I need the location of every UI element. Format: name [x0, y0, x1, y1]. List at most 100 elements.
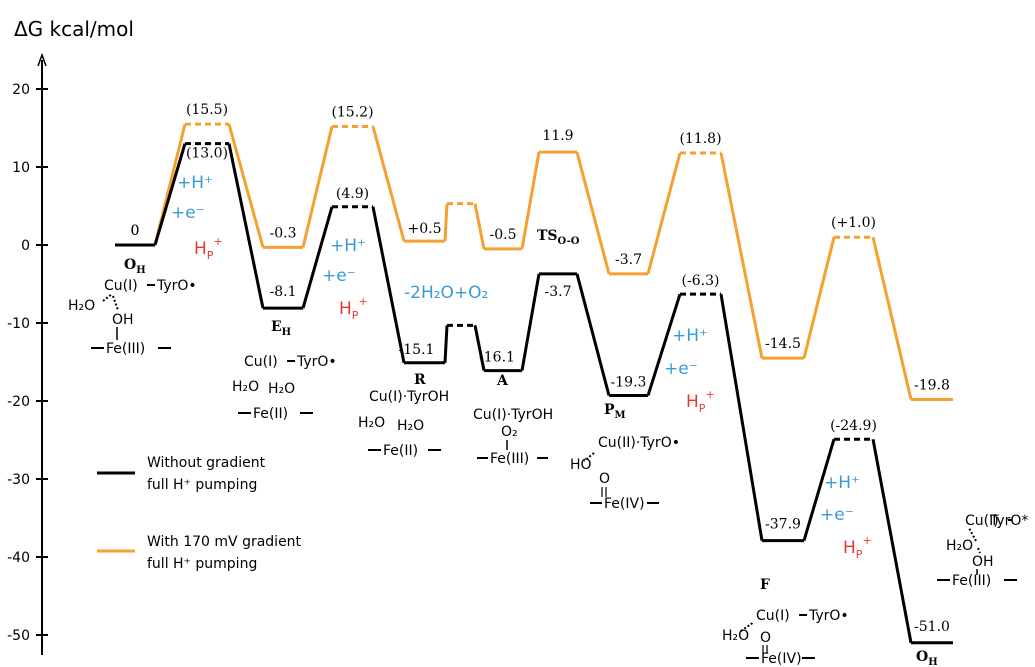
connector-line	[719, 293, 764, 541]
cu-tyr-label: Cu(II)·TyrO•	[598, 435, 680, 451]
water-label: H₂O	[232, 379, 259, 395]
legend-label-gradient: With 170 mV gradient	[147, 534, 302, 550]
proton-electron-step-2: +H⁺ +e⁻ HP+	[322, 236, 368, 322]
hydroxide-label: OH	[972, 554, 994, 570]
cu-label: Cu(I)	[104, 278, 138, 294]
electron-label: +e⁻	[322, 266, 356, 286]
electron-label: +e⁻	[664, 359, 698, 379]
connector-line	[802, 438, 836, 542]
pumped-proton-label: HP+	[194, 235, 223, 262]
connector-line	[371, 206, 406, 364]
connector-line	[719, 152, 764, 359]
legend-label-no-gradient: Without gradient	[147, 455, 266, 471]
value-label: -0.3	[270, 225, 297, 241]
connector-line	[153, 143, 187, 246]
legend-sublabel-no-gradient: full H⁺ pumping	[147, 477, 257, 493]
connector-line	[301, 126, 334, 248]
oxo-label: O	[760, 630, 771, 646]
state-label-a: A	[496, 373, 509, 389]
value-label: -37.9	[765, 517, 801, 533]
value-label: 11.9	[542, 128, 573, 144]
iron-label: Fe(III)	[106, 341, 145, 357]
y-tick-label: -30	[7, 472, 30, 488]
y-axis-title: ΔG kcal/mol	[14, 17, 134, 41]
state-label-oh-start: OH	[124, 257, 146, 276]
connector-line	[443, 203, 449, 242]
value-label: (4.9)	[336, 186, 369, 202]
value-label: -3.7	[615, 252, 642, 268]
state-label-eh: EH	[271, 319, 291, 338]
y-tick-label: 10	[12, 160, 30, 176]
value-label: -8.1	[270, 284, 297, 300]
legend: Without gradient full H⁺ pumping With 17…	[97, 455, 302, 572]
state-label-pm: PM	[604, 402, 626, 421]
structure-f: Cu(I) TyrO• H₂O O Fe(IV)	[722, 608, 849, 667]
hydroxide-label: HO	[570, 457, 592, 473]
electron-label: +e⁻	[820, 505, 854, 525]
hydroxide-label: OH	[112, 312, 134, 328]
iron-label: Fe(III)	[490, 451, 529, 467]
pumped-proton-label: HP+	[843, 534, 872, 561]
y-tick-label: -20	[7, 394, 30, 410]
pumped-proton-label: HP+	[686, 388, 715, 415]
value-label: (15.2)	[331, 104, 373, 120]
proton-electron-step-1: +H⁺ +e⁻ HP+	[171, 173, 223, 262]
electron-label: +e⁻	[171, 203, 205, 223]
value-label: 0	[131, 223, 140, 239]
state-label-ts: TSO-O	[537, 228, 580, 247]
value-label: -15.1	[399, 342, 435, 358]
connector-line	[473, 203, 486, 250]
connector-line	[646, 152, 682, 275]
series-gradient	[115, 122, 953, 401]
water-label: H₂O	[397, 418, 424, 434]
tyr-label: TyrO•	[808, 608, 849, 624]
structure-r: Cu(I)·TyrOH H₂O H₂O Fe(II)	[358, 389, 449, 459]
y-tick-label: -10	[7, 316, 30, 332]
value-label: -3.7	[545, 284, 572, 300]
state-label-oh-end: OH	[916, 649, 938, 667]
structure-oh-start: Cu(I) TyrO• H₂O OH Fe(III)	[68, 278, 197, 357]
iron-label: Fe(IV)	[761, 651, 802, 667]
cu-tyr-label: Cu(I)·TyrOH	[369, 389, 449, 405]
proton-label: +H⁺	[824, 473, 860, 493]
connector-line	[520, 151, 541, 250]
value-label: (+1.0)	[831, 215, 876, 231]
proton-label: +H⁺	[672, 326, 708, 346]
connector-line	[871, 236, 913, 400]
value-label: (-24.9)	[830, 418, 877, 434]
connector-line	[575, 151, 611, 275]
connector-line	[301, 206, 334, 309]
connector-line	[227, 123, 265, 248]
water-oxygen-label: -2H₂O+O₂	[404, 283, 488, 303]
state-label-r: R	[414, 372, 426, 388]
cu-label: Cu(I)	[965, 513, 999, 529]
proton-electron-step-3: +H⁺ +e⁻ HP+	[664, 326, 715, 415]
series-no-gradient	[115, 142, 953, 645]
value-label: (15.5)	[186, 102, 228, 118]
structure-oh-end: Cu(I) TyrO* H₂O OH Fe(III)	[937, 513, 1028, 589]
value-label: -51.0	[914, 619, 950, 635]
connector-line	[646, 293, 682, 396]
connector-line	[520, 273, 541, 371]
y-tick-label: 0	[21, 238, 30, 254]
water-label: H₂O	[68, 298, 95, 314]
value-label: -0.5	[490, 227, 517, 243]
y-tick-label: -50	[7, 628, 30, 644]
connector-line	[802, 236, 836, 359]
value-label: (13.0)	[186, 146, 228, 162]
pumped-proton-label: HP+	[339, 295, 368, 322]
proton-label: +H⁺	[330, 236, 366, 256]
value-labels: 0 (15.5) -0.3 (15.2) +0.5 -0.5 11.9 -3.7 (11.8) -…	[131, 102, 950, 635]
proton-label: +H⁺	[177, 173, 213, 193]
structure-a: Cu(I)·TyrOH O₂ Fe(III)	[473, 407, 553, 467]
connector-line	[473, 325, 486, 371]
value-label: -16.1	[479, 350, 515, 366]
iron-label: Fe(II)	[383, 443, 418, 459]
value-label: 0	[131, 223, 140, 239]
y-axis: 20 10 0 -10 -20 -30 -40 -50	[7, 52, 48, 655]
tyr-label: TyrO•	[296, 354, 337, 370]
legend-sublabel-gradient: full H⁺ pumping	[147, 556, 257, 572]
iron-label: Fe(IV)	[604, 496, 645, 512]
water-label: H₂O	[722, 628, 749, 644]
